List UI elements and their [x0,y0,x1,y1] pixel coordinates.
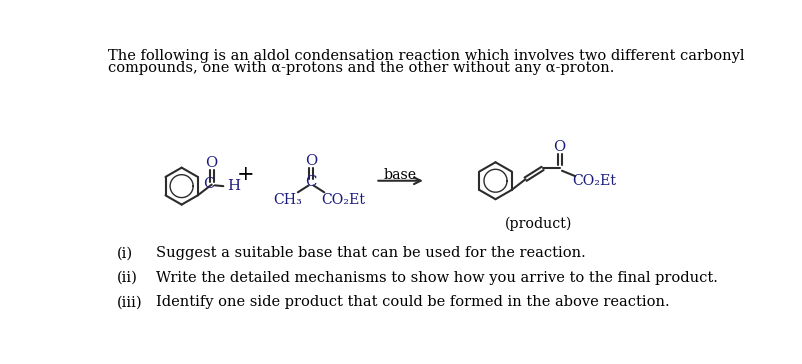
Text: O: O [553,140,565,154]
Text: Identify one side product that could be formed in the above reaction.: Identify one side product that could be … [156,296,670,309]
Text: +: + [237,165,255,184]
Text: CO₂Et: CO₂Et [322,193,366,207]
Text: Write the detailed mechanisms to show how you arrive to the final product.: Write the detailed mechanisms to show ho… [156,271,718,285]
Text: (ii): (ii) [117,271,138,285]
Text: O: O [205,156,218,170]
Text: compounds, one with α-protons and the other without any α-proton.: compounds, one with α-protons and the ot… [108,61,614,75]
Text: The following is an aldol condensation reaction which involves two different car: The following is an aldol condensation r… [108,49,744,63]
Text: CO₂Et: CO₂Et [572,174,616,188]
Text: (i): (i) [117,246,133,260]
Text: CH₃: CH₃ [273,193,302,207]
Text: (iii): (iii) [117,296,143,309]
Text: O: O [305,154,317,168]
Text: C: C [306,175,317,189]
Text: base: base [384,168,417,182]
Text: H: H [227,179,241,193]
Text: (product): (product) [504,217,572,231]
Text: C: C [204,177,215,191]
Text: Suggest a suitable base that can be used for the reaction.: Suggest a suitable base that can be used… [156,246,585,260]
